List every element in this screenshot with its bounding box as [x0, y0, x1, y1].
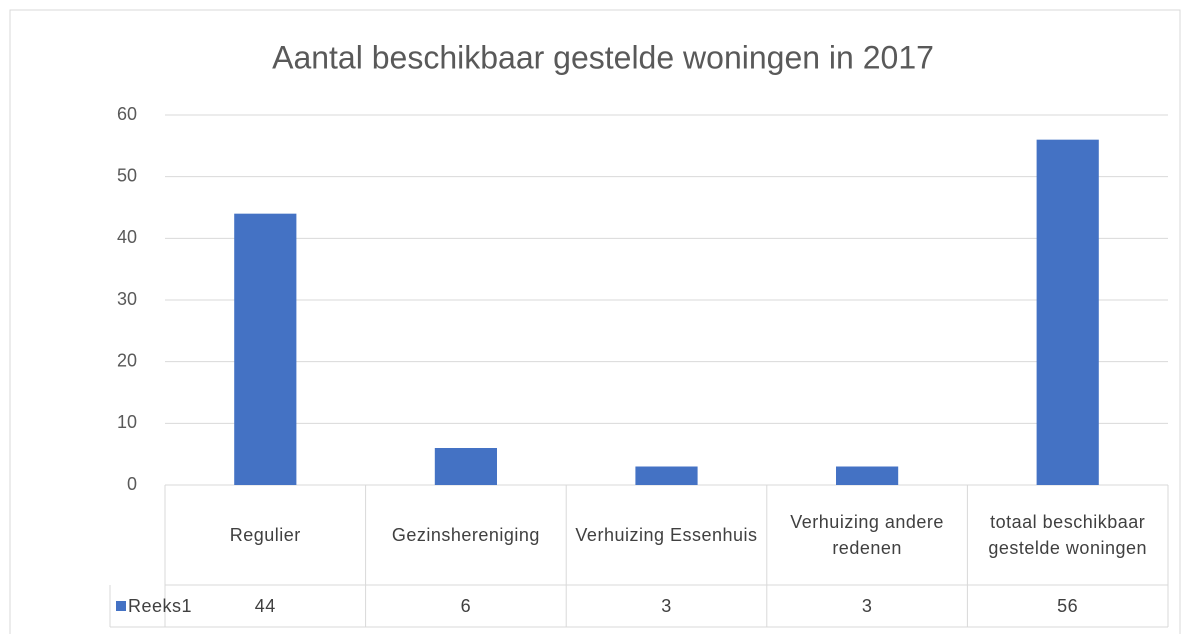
data-table-value: 3 [661, 596, 672, 616]
legend-swatch [116, 601, 126, 611]
chart-title: Aantal beschikbaar gestelde woningen in … [272, 39, 934, 75]
bar [836, 466, 899, 485]
y-tick-label: 0 [127, 474, 137, 494]
y-tick-label: 40 [117, 227, 137, 247]
x-tick-label: Regulier [229, 525, 301, 545]
bar [1036, 139, 1099, 485]
data-table-value: 56 [1057, 596, 1079, 616]
data-table-value: 44 [254, 596, 276, 616]
y-tick-label: 60 [117, 104, 137, 124]
x-tick-label: Verhuizing Essenhuis [575, 525, 758, 545]
data-table-value: 6 [460, 596, 472, 616]
bar [434, 448, 497, 485]
y-tick-label: 10 [117, 412, 137, 432]
data-table-value: 3 [861, 596, 873, 616]
x-tick-label: Verhuizing andere redenen [790, 512, 944, 558]
x-tick-label: Gezinshereniging [391, 525, 540, 545]
y-tick-label: 20 [117, 350, 137, 370]
legend-label: Reeks1 [128, 596, 193, 616]
chart-frame [9, 9, 1181, 634]
y-tick-label: 30 [117, 289, 137, 309]
y-tick-label: 50 [117, 165, 137, 185]
bar [635, 466, 698, 485]
x-tick-label: totaal beschikbaar gestelde woningen [988, 512, 1147, 558]
bar [234, 213, 297, 485]
